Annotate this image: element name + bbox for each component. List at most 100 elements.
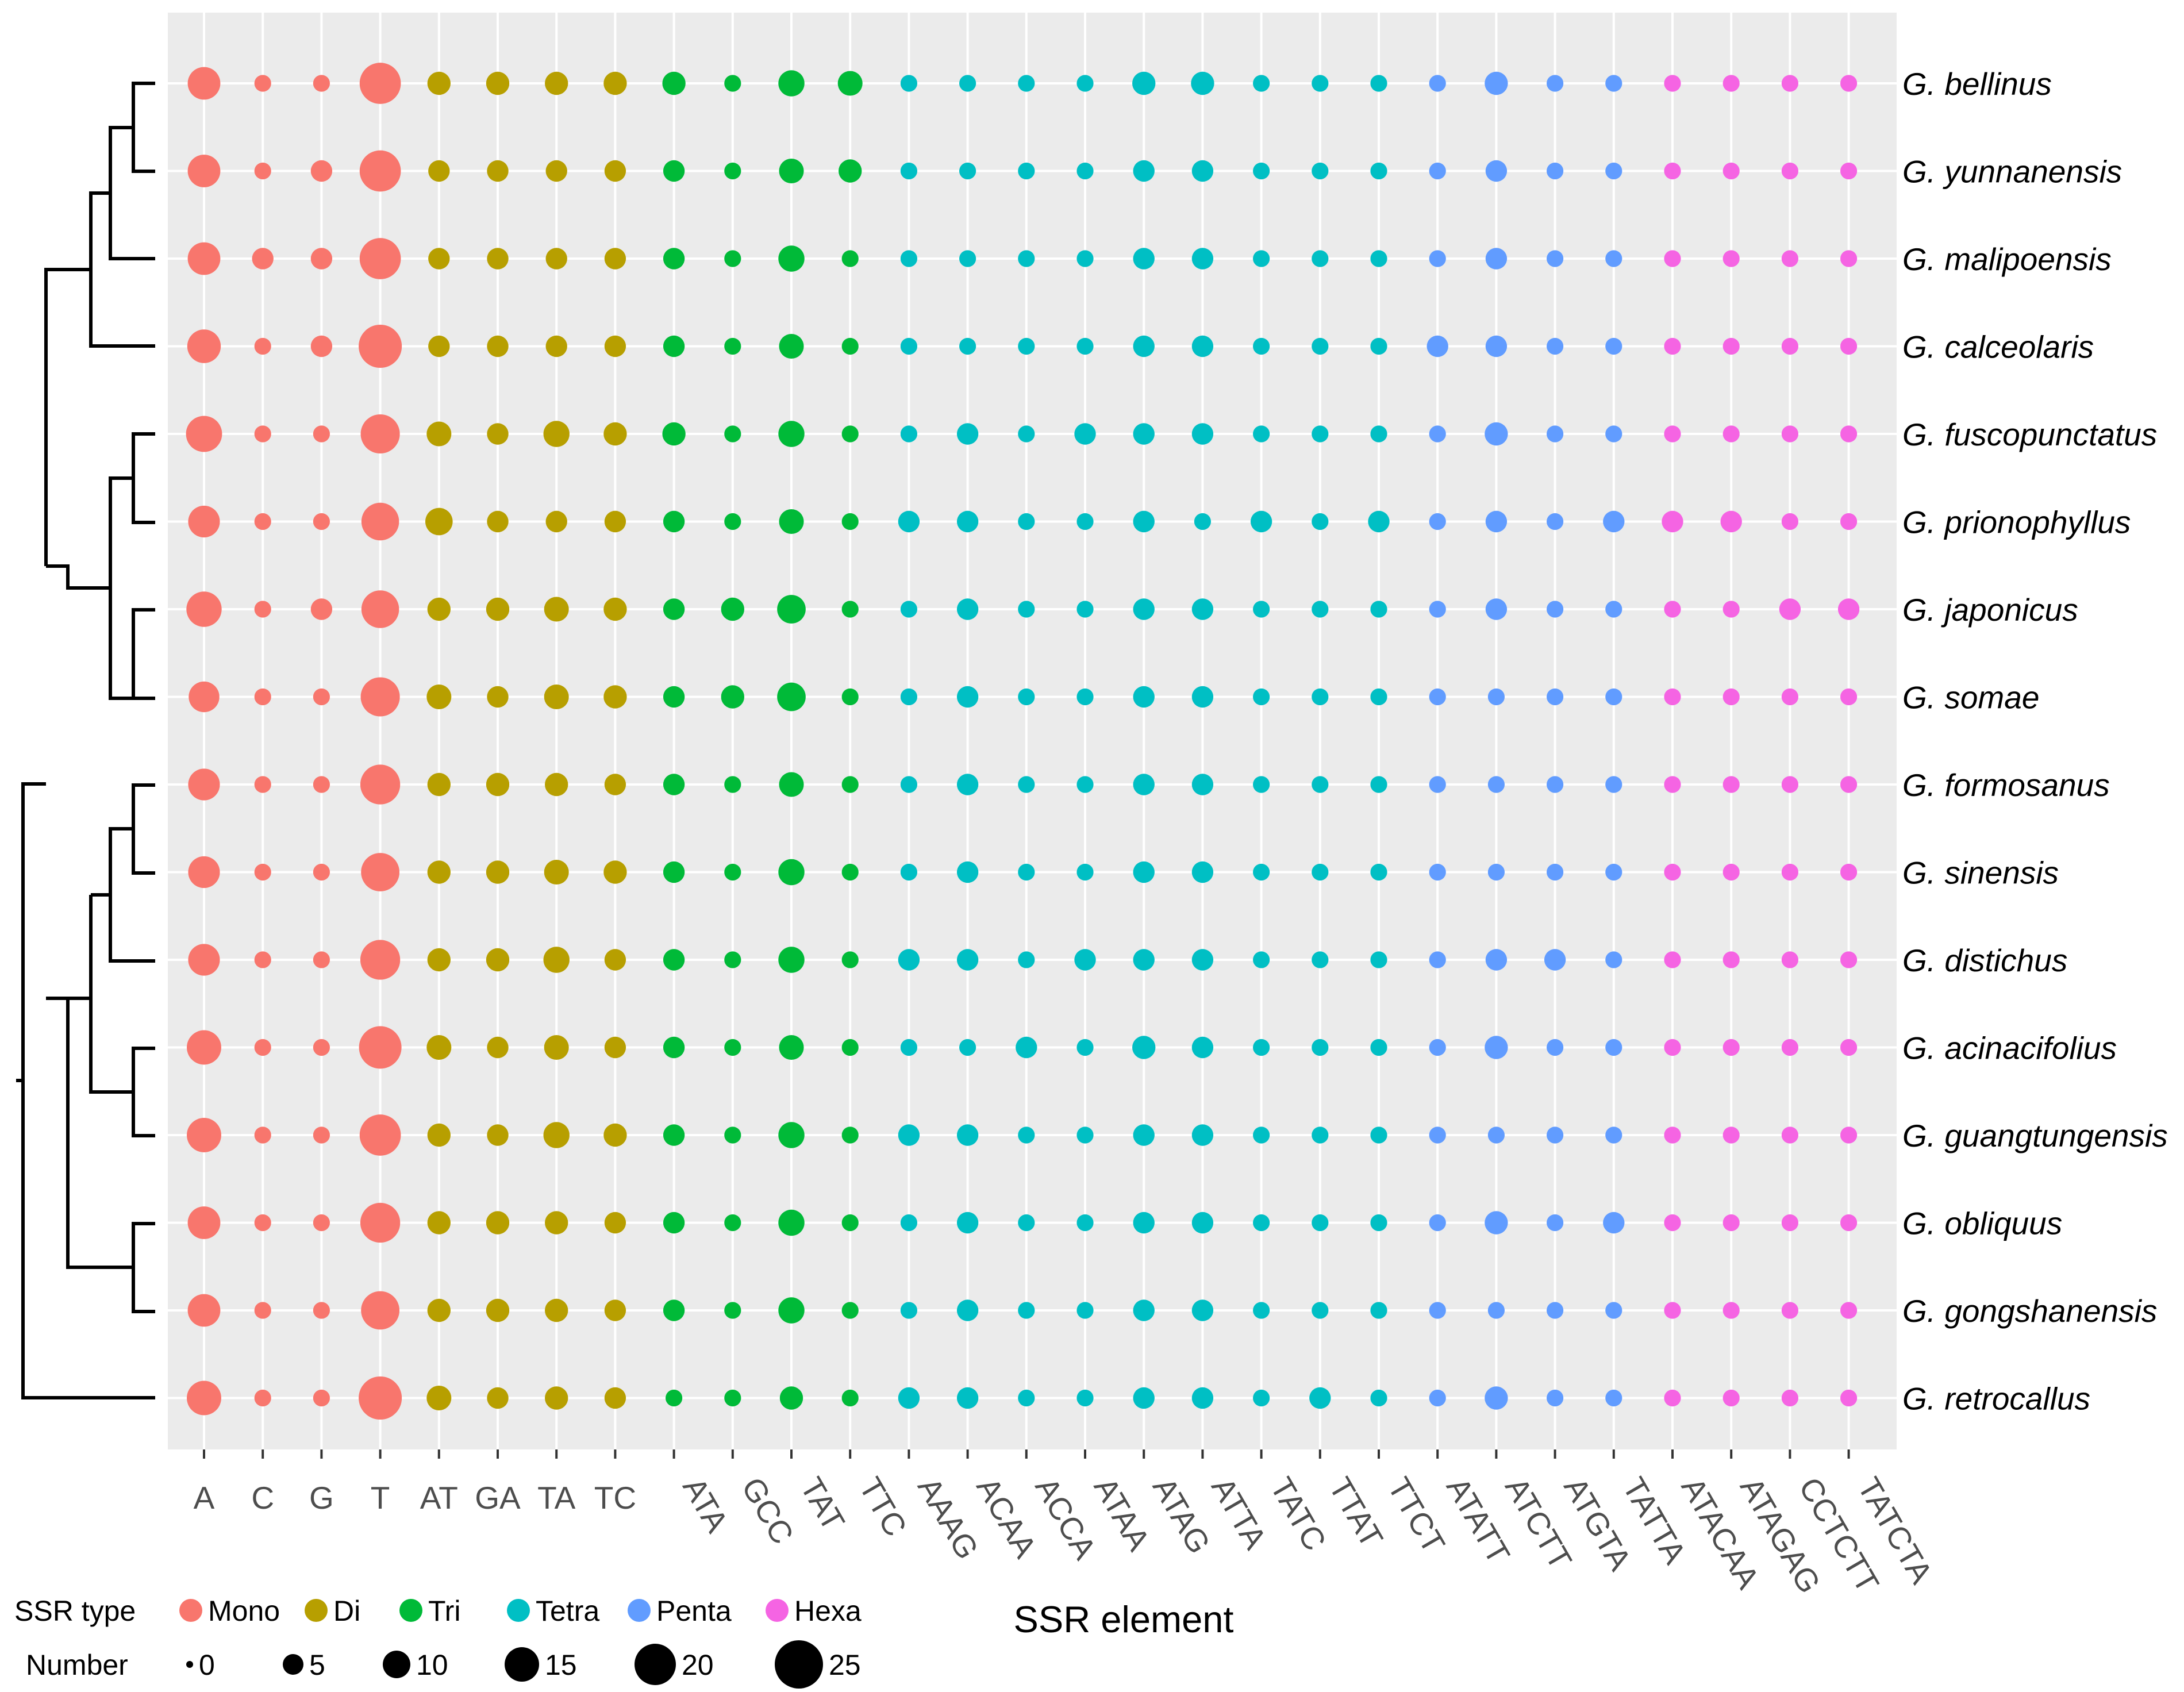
data-point [1312,1039,1329,1056]
data-point [1076,513,1094,530]
data-point [360,940,401,980]
data-point [360,764,401,805]
data-point [1781,1126,1798,1144]
data-point [1840,425,1858,443]
data-point [359,1026,402,1069]
x-tick-label: TTAT [1322,1471,1390,1553]
data-point [603,71,627,95]
data-point [1487,776,1505,793]
dendrogram [16,82,155,1399]
data-point [188,944,220,976]
data-point [427,71,451,95]
data-point [1664,425,1681,443]
data-point [1370,250,1387,267]
data-point [1603,510,1625,533]
data-point [487,423,509,445]
data-point [1837,598,1860,620]
data-point [604,1299,626,1321]
data-point [544,684,569,710]
data-point [663,686,685,708]
data-point [900,863,917,881]
data-point [663,949,685,971]
data-point [841,1214,859,1232]
data-point [841,425,859,443]
data-point [778,947,805,973]
x-tick-label: C [251,1480,274,1516]
data-point [1194,513,1211,530]
data-point [1605,1126,1622,1144]
species-label: G. guangtungensis [1902,1118,2168,1153]
data-point [1781,1302,1798,1319]
data-point [1370,337,1387,355]
data-point [188,505,220,538]
data-point [603,860,627,884]
data-point [663,1212,685,1234]
data-point [1370,951,1387,968]
legend-type-label: Penta [656,1595,732,1627]
data-point [1722,1389,1740,1407]
data-point [1312,1126,1329,1144]
data-point [1547,776,1564,793]
legend-type-key [305,1599,328,1622]
data-point [545,1386,568,1410]
data-point [359,1376,402,1420]
data-point [360,677,400,717]
x-tick-label: TTC [852,1471,914,1543]
data-point [1664,1039,1681,1056]
data-point [313,425,330,443]
data-point [313,75,330,92]
data-point [841,951,859,968]
data-point [487,1124,509,1146]
data-point [956,423,979,445]
data-point [1779,598,1801,620]
data-point [254,1039,271,1056]
data-point [1370,1126,1387,1144]
data-point [724,951,741,968]
data-point [1781,688,1798,706]
data-point [426,421,452,447]
data-point [1722,250,1740,267]
data-point [428,248,450,270]
data-point [1312,337,1329,355]
data-point [187,329,221,363]
species-label: G. yunnanensis [1902,154,2122,190]
data-point [426,1385,452,1411]
data-point [189,681,220,713]
data-point [254,337,271,355]
data-point [898,1387,920,1409]
data-point [1664,75,1681,92]
data-point [604,949,626,971]
data-point [543,421,570,447]
data-point [724,1302,741,1319]
data-point [662,422,686,446]
data-point [1191,423,1214,445]
data-point [252,248,274,270]
data-point [1485,510,1508,533]
data-point [1370,776,1387,793]
data-point [724,776,741,793]
data-point [1840,776,1858,793]
data-point [603,1123,627,1147]
data-point [1133,949,1155,971]
data-point [1074,949,1096,971]
legend-type-label: Tetra [536,1595,599,1627]
data-point [254,425,271,443]
data-point [778,1297,805,1324]
legend-type-label: Hexa [794,1595,862,1627]
data-point [1664,776,1681,793]
data-point [1429,250,1446,267]
data-point [313,1214,330,1232]
data-point [1605,425,1622,443]
data-point [1547,337,1564,355]
data-point [1487,863,1505,881]
data-point [1429,863,1446,881]
data-point [1781,513,1798,530]
data-point [1485,71,1508,95]
data-point [1370,1389,1387,1407]
data-point [663,160,685,182]
data-point [1370,425,1387,443]
data-point [663,861,685,883]
data-point [1191,861,1214,883]
data-point [1840,75,1858,92]
data-point [1133,1124,1155,1146]
